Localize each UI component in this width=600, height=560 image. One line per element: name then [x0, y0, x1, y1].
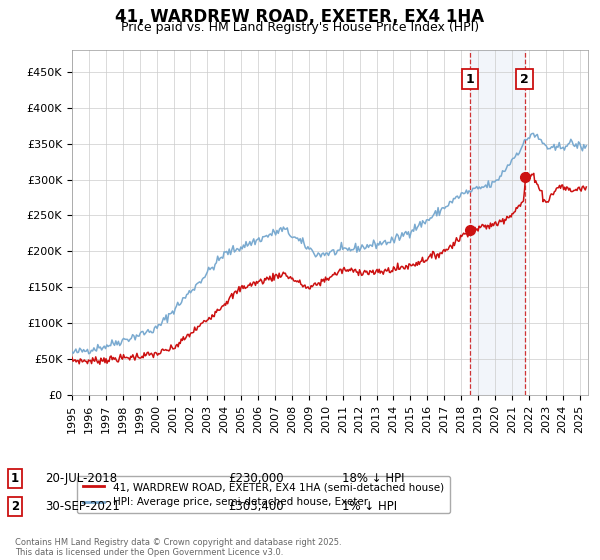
Text: 1: 1	[11, 472, 19, 486]
Text: £303,400: £303,400	[228, 500, 284, 514]
Text: 1% ↓ HPI: 1% ↓ HPI	[342, 500, 397, 514]
Bar	[470, 50, 524, 395]
Text: 2: 2	[520, 73, 529, 86]
Text: Contains HM Land Registry data © Crown copyright and database right 2025.
This d: Contains HM Land Registry data © Crown c…	[15, 538, 341, 557]
Text: 18% ↓ HPI: 18% ↓ HPI	[342, 472, 404, 486]
Text: 20-JUL-2018: 20-JUL-2018	[45, 472, 117, 486]
Text: Price paid vs. HM Land Registry's House Price Index (HPI): Price paid vs. HM Land Registry's House …	[121, 21, 479, 34]
Text: 2: 2	[11, 500, 19, 514]
Text: 41, WARDREW ROAD, EXETER, EX4 1HA: 41, WARDREW ROAD, EXETER, EX4 1HA	[115, 8, 485, 26]
Text: £230,000: £230,000	[228, 472, 284, 486]
Legend: 41, WARDREW ROAD, EXETER, EX4 1HA (semi-detached house), HPI: Average price, sem: 41, WARDREW ROAD, EXETER, EX4 1HA (semi-…	[77, 476, 450, 514]
Text: 30-SEP-2021: 30-SEP-2021	[45, 500, 120, 514]
Text: 1: 1	[466, 73, 475, 86]
